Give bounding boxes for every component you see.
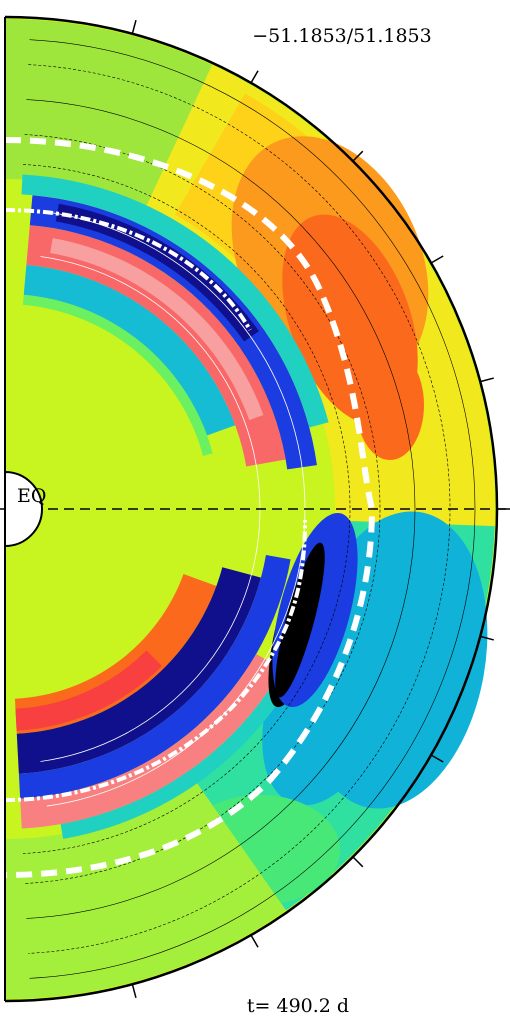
orange-core: [356, 350, 424, 460]
boundary-tick: [480, 635, 494, 641]
contour-layers: [0, 15, 510, 1003]
equator-label: EQ: [17, 485, 46, 507]
contour-line: [26, 99, 416, 919]
north-green: [22, 294, 213, 456]
boundary-tick: [250, 70, 259, 84]
time-label: t= 490.2 d: [247, 995, 349, 1017]
contour-line: [29, 39, 476, 979]
boundary-tick: [131, 20, 137, 34]
south-red: [15, 650, 162, 731]
south-pink: [20, 654, 283, 829]
boundary-tick: [250, 934, 259, 948]
north-cyan: [23, 264, 236, 436]
boundary-tick: [480, 377, 494, 383]
south-navy: [16, 567, 261, 774]
south-black-core: [275, 542, 325, 698]
north-cyan-outer: [21, 174, 329, 428]
tangent-curve: [4, 137, 376, 878]
inner-dash-south: [4, 519, 307, 802]
inner-core: [4, 470, 43, 548]
boundary-tick: [352, 856, 364, 868]
inner-dash-north: [4, 208, 252, 331]
boundary-tick: [352, 150, 364, 162]
south-blue: [18, 555, 291, 799]
boundary-tick: [430, 255, 444, 264]
color-range: −51.1853/51.1853: [252, 25, 431, 47]
boundary-tick: [430, 754, 444, 763]
south-orange: [14, 573, 217, 734]
north-pink: [50, 238, 264, 421]
boundary-tick: [131, 984, 137, 998]
